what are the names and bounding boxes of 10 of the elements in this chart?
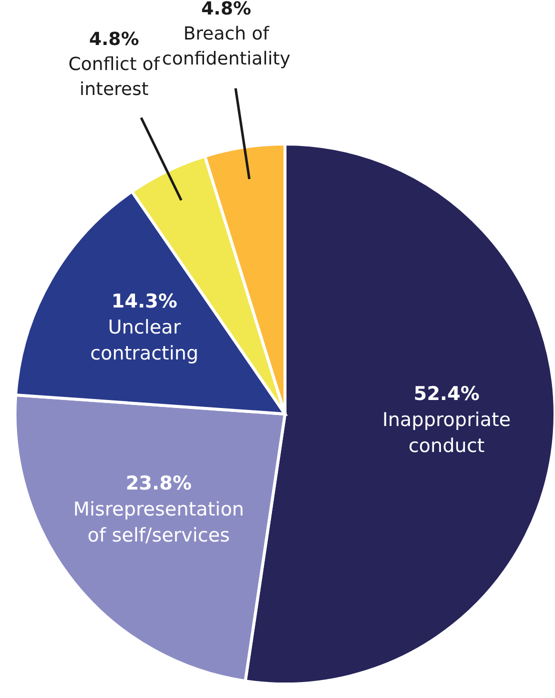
data-label: 14.3% (111, 290, 178, 313)
data-label: 52.4% (414, 382, 480, 405)
data-label: 23.8% (126, 472, 192, 494)
data-label: 4.8% (89, 29, 139, 50)
slice-label: Conflict of interest (68, 54, 160, 100)
data-label: 4.8% (201, 0, 252, 20)
slice-label: Misrepresentation of self/services (73, 498, 244, 546)
slice-label: Unclear contracting (90, 316, 199, 365)
slice-label: Inappropriate conduct (382, 408, 511, 457)
slice-label: Breach of confidentiality (162, 23, 291, 70)
